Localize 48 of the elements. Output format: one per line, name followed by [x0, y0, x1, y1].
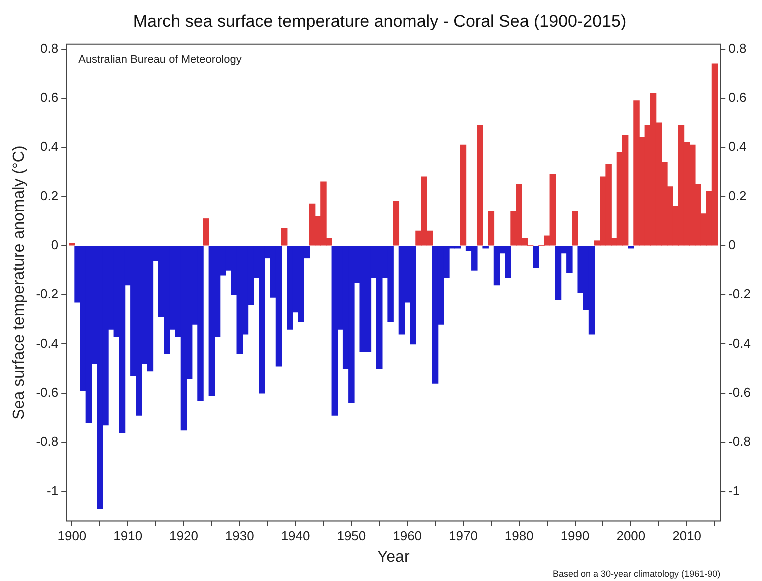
x-tick-label: 1900 [58, 528, 87, 544]
bar [533, 246, 540, 268]
bar [628, 246, 634, 249]
x-tick-label: 1970 [449, 528, 478, 544]
x-tick-label: 2000 [616, 528, 646, 544]
x-tick-label: 1920 [170, 528, 198, 544]
y2-tick-label: 0.8 [728, 40, 747, 56]
bar [203, 218, 210, 246]
y-tick-label: 0.4 [40, 139, 59, 154]
x-tick-label: 1980 [504, 528, 534, 544]
x-tick-label: 2010 [672, 528, 702, 544]
y2-tick-label: -0.2 [728, 286, 752, 302]
bar [69, 243, 76, 246]
x-tick-label: 1930 [225, 528, 254, 544]
x-tick-label: 1910 [114, 528, 143, 544]
y-tick-label: 0.6 [40, 90, 59, 106]
y2-tick-label: 0 [728, 238, 736, 253]
y-tick-label: 0.8 [40, 40, 59, 56]
y-tick-label: -0.6 [36, 384, 59, 400]
y2-tick-label: 0.4 [728, 139, 747, 154]
bar [281, 228, 288, 246]
annotation: Australian Bureau of Meteorology [78, 54, 242, 66]
y-tick-label: 0.2 [40, 188, 59, 204]
y2-tick-label: -0.6 [728, 384, 752, 400]
y-tick-label: -0.4 [36, 336, 59, 351]
x-tick-label: 1950 [337, 528, 366, 544]
x-tick-label: 1990 [560, 528, 590, 544]
bar [393, 201, 400, 246]
bar [460, 144, 467, 246]
x-tick-label: 1960 [393, 528, 422, 544]
y-tick-label: -0.2 [36, 286, 59, 302]
bar [488, 211, 495, 246]
x-axis-title: Year [377, 548, 410, 566]
y2-tick-label: 0.2 [728, 188, 747, 204]
y-axis-title: Sea surface temperature anomaly (°C) [11, 146, 28, 420]
text: Based on a 30-year climatology (1961-90) [552, 568, 721, 579]
y2-tick-label: -1 [728, 483, 740, 498]
bar [572, 211, 578, 246]
y-tick-label: -0.8 [36, 434, 59, 450]
bar [482, 246, 489, 249]
chart-title: March sea surface temperature anomaly - Coral Sea (1900-2015) [133, 12, 627, 31]
x-tick-label: 1940 [281, 528, 310, 544]
y2-tick-label: 0.6 [728, 90, 747, 106]
bar [477, 125, 484, 246]
y2-tick-label: -0.4 [728, 336, 752, 351]
y2-tick-label: -0.8 [728, 434, 752, 450]
y-tick-label: 0 [51, 238, 59, 253]
y-tick-label: -1 [47, 483, 59, 498]
